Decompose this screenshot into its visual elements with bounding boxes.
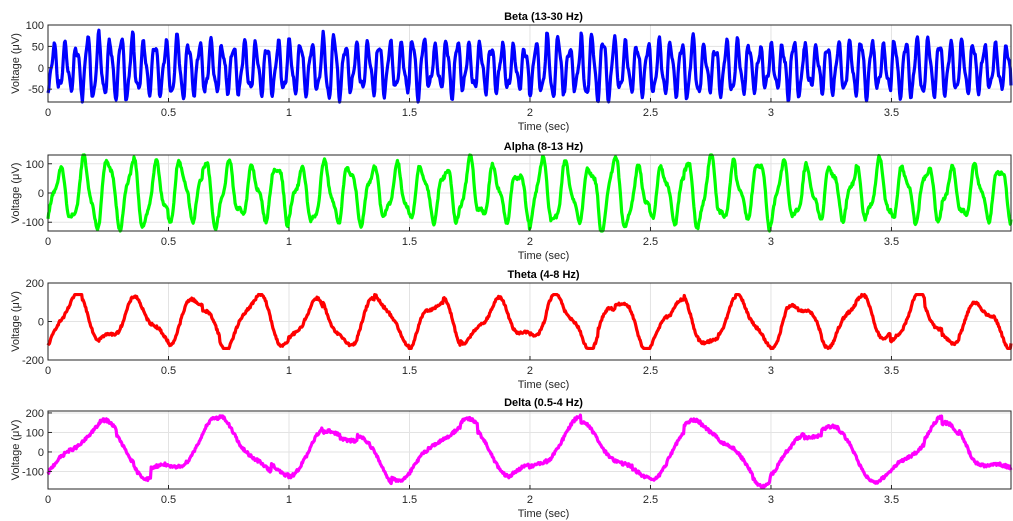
delta-xtick-label: 3 (768, 494, 774, 506)
delta-panel: 0 0.5 1 1.5 2 2.5 3 3.5 200 100 0 -100 Delta (0.5-4 … (10, 397, 1013, 520)
beta-xtick-label: 2 (527, 107, 533, 119)
alpha-ylabel: Voltage (μV) (10, 163, 22, 224)
beta-xtick-label: 0 (45, 107, 51, 119)
theta-ytick-label: 0 (38, 317, 44, 329)
alpha-ytick-label: 100 (26, 159, 44, 171)
beta-xtick-label: 3.5 (884, 107, 899, 119)
theta-ytick-label: 200 (26, 278, 44, 290)
theta-xtick-label: 2 (527, 365, 533, 377)
theta-xtick-label: 2.5 (643, 365, 658, 377)
alpha-xtick-label: 2.5 (643, 236, 658, 248)
delta-xtick-label: 1 (286, 494, 292, 506)
delta-ytick-label: 100 (26, 427, 44, 439)
alpha-xlabel: Time (sec) (518, 250, 570, 262)
theta-xtick-label: 0 (45, 365, 51, 377)
delta-xtick-label: 0 (45, 494, 51, 506)
beta-xtick-label: 1.5 (402, 107, 417, 119)
delta-xlabel: Time (sec) (518, 508, 570, 520)
beta-ytick-label: 50 (32, 41, 44, 53)
beta-series-line (46, 28, 1013, 104)
alpha-xtick-label: 2 (527, 236, 533, 248)
theta-title: Theta (4-8 Hz) (507, 269, 579, 281)
delta-xtick-label: 3.5 (884, 494, 899, 506)
alpha-xtick-label: 3 (768, 236, 774, 248)
beta-title: Beta (13-30 Hz) (504, 11, 583, 23)
alpha-xtick-label: 1 (286, 236, 292, 248)
beta-xlabel: Time (sec) (518, 121, 570, 133)
delta-xtick-label: 2 (527, 494, 533, 506)
delta-ytick-label: 0 (38, 447, 44, 459)
alpha-title: Alpha (8-13 Hz) (504, 141, 584, 153)
beta-xtick-label: 1 (286, 107, 292, 119)
theta-xtick-label: 3.5 (884, 365, 899, 377)
theta-xtick-label: 0.5 (161, 365, 176, 377)
beta-ylabel: Voltage (μV) (10, 33, 22, 94)
alpha-xtick-label: 0 (45, 236, 51, 248)
alpha-xtick-label: 3.5 (884, 236, 899, 248)
theta-ylabel: Voltage (μV) (10, 291, 22, 352)
beta-ytick-label: 0 (38, 63, 44, 75)
delta-ylabel: Voltage (μV) (10, 420, 22, 481)
delta-series-line (46, 413, 1013, 489)
beta-ytick-label: 100 (26, 20, 44, 32)
alpha-ytick-label: 0 (38, 188, 44, 200)
theta-series-line (46, 292, 1013, 351)
theta-xlabel: Time (sec) (518, 379, 570, 391)
delta-xtick-label: 2.5 (643, 494, 658, 506)
alpha-xtick-label: 0.5 (161, 236, 176, 248)
beta-xtick-label: 3 (768, 107, 774, 119)
delta-xtick-label: 0.5 (161, 494, 176, 506)
theta-ytick-label: -200 (22, 355, 44, 367)
delta-title: Delta (0.5-4 Hz) (504, 397, 583, 409)
beta-ytick-label: -50 (28, 84, 44, 96)
alpha-xtick-label: 1.5 (402, 236, 417, 248)
delta-ytick-label: 200 (26, 408, 44, 420)
beta-xtick-label: 2.5 (643, 107, 658, 119)
theta-xtick-label: 1 (286, 365, 292, 377)
delta-xtick-label: 1.5 (402, 494, 417, 506)
theta-xtick-label: 1.5 (402, 365, 417, 377)
beta-xtick-label: 0.5 (161, 107, 176, 119)
theta-xtick-label: 3 (768, 365, 774, 377)
alpha-ytick-label: -100 (22, 217, 44, 229)
delta-ytick-label: -100 (22, 466, 44, 478)
